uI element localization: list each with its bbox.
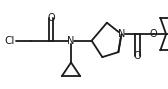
Text: N: N <box>67 36 75 46</box>
Text: N: N <box>118 29 125 39</box>
Text: Cl: Cl <box>5 36 15 46</box>
Text: O: O <box>150 29 157 39</box>
Text: O: O <box>134 51 141 61</box>
Text: O: O <box>47 13 55 23</box>
